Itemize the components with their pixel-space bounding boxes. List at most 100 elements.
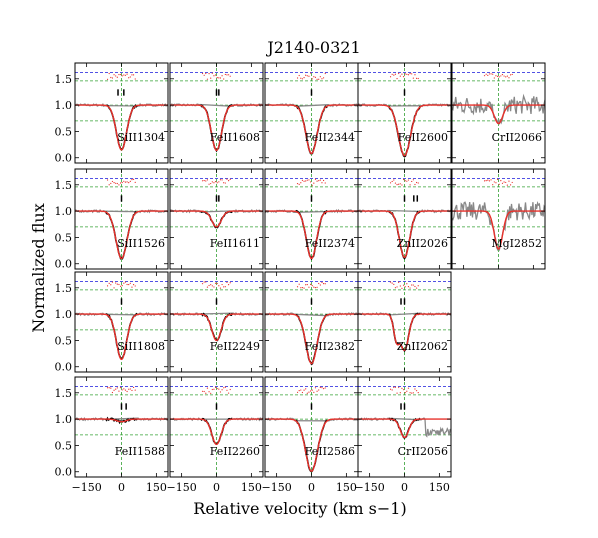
residual-point xyxy=(306,179,308,181)
residual-point xyxy=(128,283,130,286)
residual-point xyxy=(203,281,205,283)
residual-point xyxy=(417,77,419,80)
residual-point xyxy=(324,283,326,285)
residual-point xyxy=(324,72,326,75)
residual-point xyxy=(409,392,411,394)
residual-point xyxy=(414,285,416,288)
residual-point xyxy=(401,73,403,75)
residual-point xyxy=(224,73,226,76)
residual-point xyxy=(108,387,110,389)
panel-label: ZnII2026 xyxy=(397,237,448,250)
panel-ZnII2062: ZnII2062 xyxy=(357,271,452,373)
residual-point xyxy=(404,392,406,394)
residual-point xyxy=(490,179,492,181)
panel-label: CrII2056 xyxy=(398,445,448,458)
residual-point xyxy=(300,389,302,391)
y-tick-label: 1.5 xyxy=(55,179,73,192)
residual-point xyxy=(205,72,207,75)
residual-point xyxy=(201,283,204,285)
residual-point xyxy=(505,181,507,184)
spectrum-masked xyxy=(265,417,358,422)
residual-point xyxy=(113,389,115,391)
residual-point xyxy=(508,77,510,79)
residual-point xyxy=(111,180,114,183)
residual-point xyxy=(227,180,230,182)
residual-point xyxy=(131,389,133,392)
y-tick-label: 1.0 xyxy=(55,205,73,218)
residual-point xyxy=(483,180,486,182)
residual-point xyxy=(314,178,317,180)
panel-FeII2382: FeII2382 xyxy=(264,271,359,373)
panel-FeII2586: −150 0 150 FeII2586 xyxy=(262,376,359,494)
residual-point xyxy=(214,282,217,284)
y-tick-label: 0.5 xyxy=(55,231,73,244)
residual-point xyxy=(322,77,325,79)
residual-point xyxy=(396,392,398,394)
residual-point xyxy=(116,283,118,285)
panel-plot-area xyxy=(358,169,451,269)
residual-point xyxy=(131,74,133,76)
residual-point xyxy=(391,180,393,183)
residual-point xyxy=(128,181,130,184)
residual-point xyxy=(313,182,315,184)
residual-point xyxy=(495,182,497,184)
residual-point xyxy=(483,75,486,77)
residual-point xyxy=(118,184,120,186)
residual-point xyxy=(113,182,115,184)
residual-point xyxy=(129,76,131,78)
panel-CrII2066: CrII2066 xyxy=(451,62,546,164)
residual-point xyxy=(404,73,406,75)
residual-point xyxy=(306,75,308,77)
panel-label: FeII2260 xyxy=(210,445,260,458)
panel-plot-area xyxy=(75,63,168,163)
residual-point xyxy=(216,182,218,184)
residual-point xyxy=(412,77,414,79)
y-tick-label: 0.5 xyxy=(55,439,73,452)
residual-point xyxy=(221,179,223,181)
residual-point xyxy=(511,181,513,184)
model-fit xyxy=(358,418,451,439)
y-tick-label: 0.5 xyxy=(55,334,73,347)
residual-point xyxy=(506,75,508,77)
panel-FeII2344: FeII2344 xyxy=(264,62,359,164)
residual-point xyxy=(106,387,109,389)
residual-point xyxy=(401,287,403,289)
panel-FeII2249: FeII2249 xyxy=(169,271,264,373)
residual-point xyxy=(111,281,114,283)
residual-point xyxy=(404,180,406,182)
residual-point xyxy=(321,281,323,284)
residual-point xyxy=(210,77,212,79)
residual-point xyxy=(223,78,225,80)
residual-point xyxy=(300,77,302,79)
residual-point xyxy=(389,281,392,283)
residual-point xyxy=(391,389,393,391)
residual-point xyxy=(389,182,392,184)
residual-point xyxy=(216,77,218,79)
residual-point xyxy=(414,74,416,76)
residual-point xyxy=(406,283,408,285)
residual-point xyxy=(496,75,499,78)
residual-point xyxy=(108,72,110,75)
residual-point xyxy=(501,182,504,184)
residual-point xyxy=(123,388,125,390)
model-fit xyxy=(170,104,263,152)
x-axis-label: Relative velocity (km s−1) xyxy=(193,499,406,518)
panel-plot-area xyxy=(75,272,168,372)
residual-point xyxy=(131,179,133,181)
residual-point xyxy=(412,392,414,394)
residual-point xyxy=(322,282,325,285)
residual-point xyxy=(485,73,487,75)
y-tick-label: 0.0 xyxy=(55,258,73,271)
residual-point xyxy=(219,391,222,393)
residual-point xyxy=(129,388,131,390)
residual-point xyxy=(303,180,305,182)
model-fit xyxy=(358,210,451,259)
residual-point xyxy=(300,182,302,184)
residual-point xyxy=(488,180,491,182)
residual-point xyxy=(218,285,220,287)
panel-label: FeII2586 xyxy=(305,445,355,458)
residual-point xyxy=(301,286,304,289)
panel-label: FeII1608 xyxy=(210,131,260,144)
residual-point xyxy=(208,183,210,185)
residual-point xyxy=(108,184,110,186)
